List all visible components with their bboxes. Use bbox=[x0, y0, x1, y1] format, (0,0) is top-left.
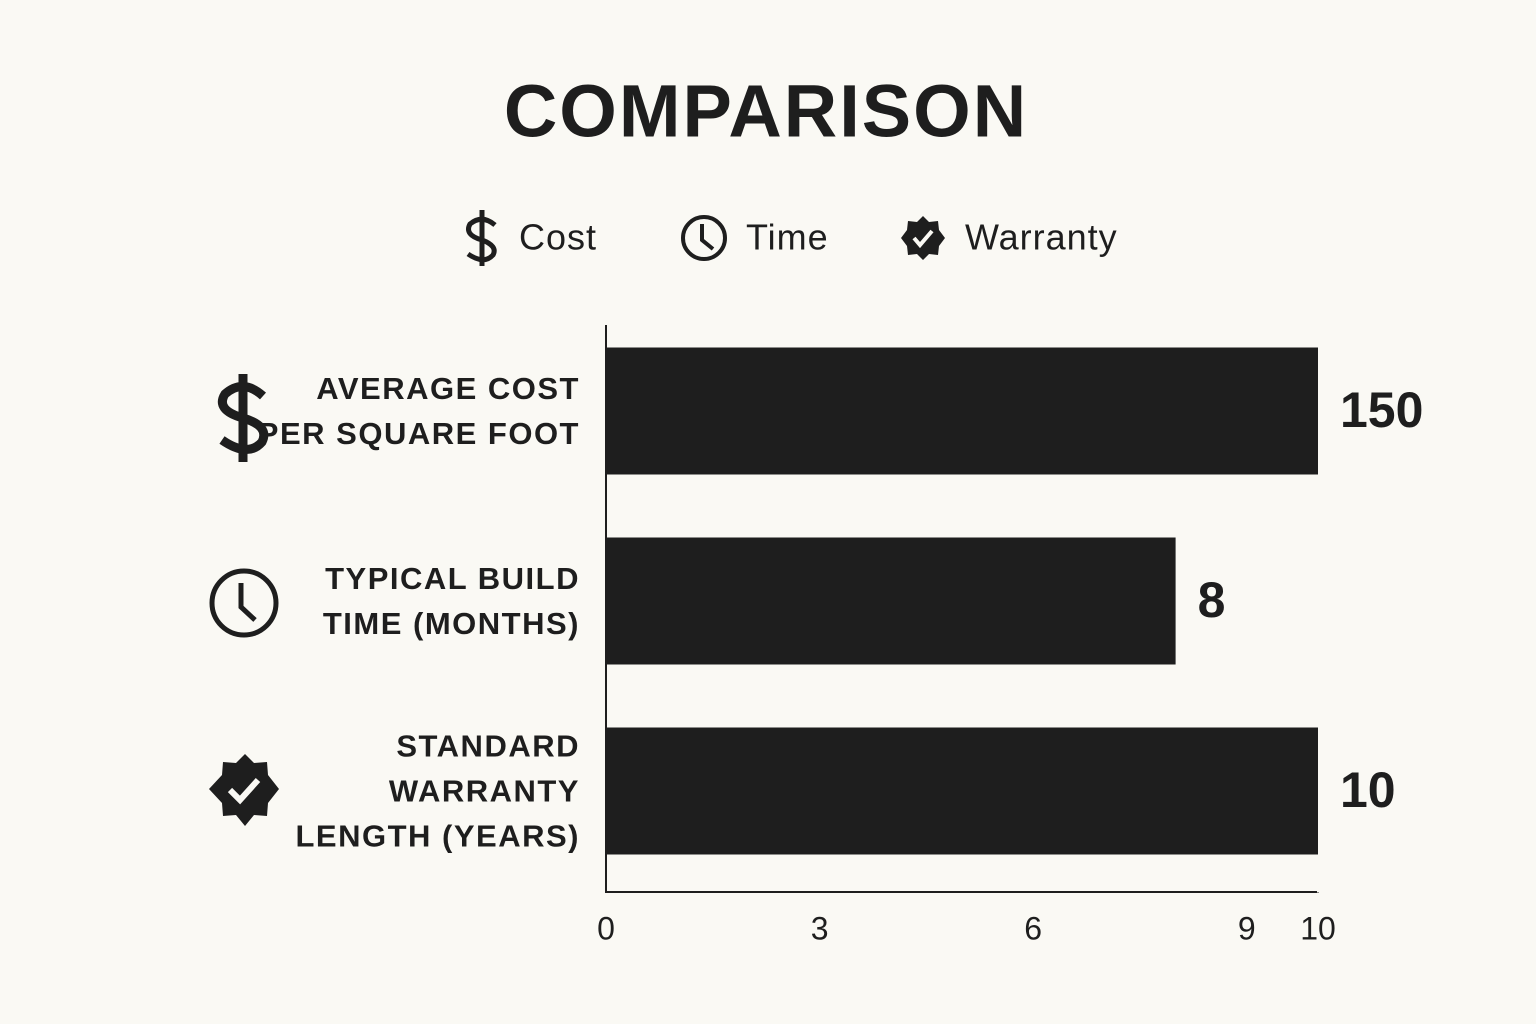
value-label: 10 bbox=[1340, 762, 1396, 818]
x-tick-label: 9 bbox=[1238, 910, 1256, 946]
legend-icon-cost bbox=[466, 210, 497, 266]
legend-icon-warranty bbox=[901, 216, 945, 260]
x-tick-label: 0 bbox=[597, 910, 615, 946]
value-label: 150 bbox=[1340, 382, 1423, 438]
bar bbox=[606, 727, 1318, 855]
x-tick-label: 3 bbox=[811, 910, 829, 946]
value-label: 8 bbox=[1198, 572, 1226, 628]
category-icon-time bbox=[209, 568, 279, 638]
bar bbox=[606, 347, 1318, 475]
category-label: AVERAGE COST PER SQUARE FOOT bbox=[257, 371, 580, 451]
category-label: STANDARD WARRANTY LENGTH (YEARS) bbox=[295, 728, 580, 854]
x-tick-label: 10 bbox=[1300, 910, 1336, 946]
chart-title: COMPARISON bbox=[504, 70, 1028, 153]
category-label: TYPICAL BUILD TIME (MONTHS) bbox=[322, 561, 580, 641]
bar bbox=[606, 537, 1176, 665]
legend-label: Warranty bbox=[965, 217, 1118, 258]
plot-area bbox=[606, 347, 1318, 855]
legend-label: Cost bbox=[519, 217, 597, 258]
x-tick-label: 6 bbox=[1024, 910, 1042, 946]
legend-icon-time bbox=[681, 215, 727, 261]
category-icon-cost bbox=[217, 374, 269, 462]
legend-label: Time bbox=[746, 217, 829, 258]
category-icon-warranty bbox=[209, 754, 279, 826]
